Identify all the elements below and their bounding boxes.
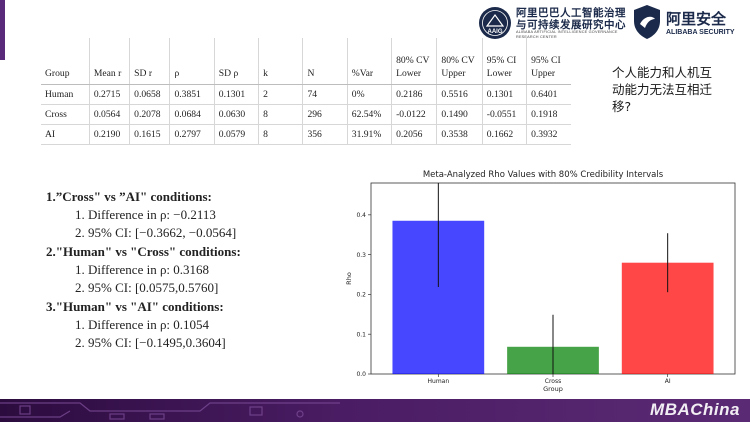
table-cell: 0.2186 (391, 84, 438, 105)
aaig-en-line1: ALIBABA ARTIFICIAL INTELLIGENCE GOVERNAN… (516, 30, 618, 34)
table-row: AI 0.2190 0.1615 0.2797 0.0579 8 356 31.… (41, 124, 571, 145)
y-axis-label: Rho (345, 272, 353, 285)
pairwise-comparisons: 1.”Cross" vs ”AI" conditions: 1. Differe… (46, 187, 346, 352)
table-cell: 356 (302, 124, 348, 145)
table-cell: 8 (258, 104, 304, 125)
aaig-cn-line2: 与可持续发展研究中心 (516, 19, 626, 31)
table-cell: 0.2190 (89, 124, 131, 145)
transfer-question: 个人能力和人机互动能力无法互相迁移? (612, 65, 713, 114)
comparison-item: 2. 95% CI: [−0.3662, −0.0564] (75, 225, 237, 240)
table-cell: 0.0579 (214, 124, 260, 145)
column-header: 80% CV Upper (436, 38, 483, 85)
table-cell: 0.1918 (526, 104, 571, 125)
comparison-item: 1. Difference in ρ: 0.1054 (75, 317, 210, 332)
y-tick-label: 0.4 (356, 212, 366, 219)
x-tick-label: AI (665, 378, 671, 385)
table-cell: 74 (302, 84, 348, 105)
table-cell: AI (41, 124, 90, 145)
table-cell: 0.3851 (169, 84, 215, 105)
aaig-badge-text: AAIG (488, 29, 503, 35)
security-cn-name: 阿里安全 (666, 10, 727, 28)
comparison-item: 1. Difference in ρ: 0.3168 (75, 262, 210, 277)
chart-title: Meta-Analyzed Rho Values with 80% Credib… (423, 170, 664, 180)
aaig-badge-icon: AAIG (479, 7, 511, 39)
table-cell: 0.0684 (169, 104, 215, 125)
table-cell: 0.2056 (391, 124, 438, 145)
chart-marks: 0.0 0.1 0.2 0.3 0.4 Human Cross AI (356, 182, 736, 385)
table-cell: 0.0564 (89, 104, 131, 125)
y-tick-label: 0.2 (356, 292, 366, 299)
column-header: %Var (347, 38, 393, 85)
table-header-row: Group Mean r SD r ρ SD ρ k N %Var 80% CV… (41, 38, 571, 85)
table-cell: 0.3538 (436, 124, 483, 145)
comparison-item: 2. 95% CI: [0.0575,0.5760] (75, 280, 219, 295)
table-cell: 0.1490 (436, 104, 483, 125)
table-cell: 0.0630 (214, 104, 260, 125)
column-header: SD ρ (214, 38, 260, 85)
table-cell: 0% (347, 84, 393, 105)
footer-bar (0, 399, 750, 422)
meta-analysis-table: Group Mean r SD r ρ SD ρ k N %Var 80% CV… (41, 38, 571, 145)
y-tick-label: 0.3 (356, 252, 366, 259)
comparison-item: 2. 95% CI: [−0.1495,0.3604] (75, 335, 226, 350)
table-cell: 0.1662 (482, 124, 528, 145)
column-header: k (258, 38, 304, 85)
aaig-logo: AAIG 阿里巴巴人工智能治理 与可持续发展研究中心 ALIBABA ARTIF… (478, 4, 628, 42)
aaig-cn-line1: 阿里巴巴人工智能治理 (516, 7, 626, 19)
x-axis-label: Group (543, 385, 563, 393)
table-cell: 2 (258, 84, 304, 105)
table-cell: 0.6401 (526, 84, 571, 105)
rho-bar-chart: Meta-Analyzed Rho Values with 80% Credib… (343, 163, 743, 395)
comparison-title: 2."Human" vs "Cross" conditions: (46, 244, 241, 259)
table-cell: -0.0122 (391, 104, 438, 125)
comparison-title: 1.”Cross" vs ”AI" conditions: (46, 189, 212, 204)
security-en-name: ALIBABA SECURITY (666, 29, 735, 36)
alibaba-security-logo: 阿里安全 ALIBABA SECURITY (632, 4, 748, 42)
comparison-item: 1. Difference in ρ: −0.2113 (75, 207, 216, 222)
table-cell: 0.2078 (129, 104, 171, 125)
table-cell: 0.1301 (214, 84, 260, 105)
table-cell: Cross (41, 104, 90, 125)
column-header: Mean r (89, 38, 131, 85)
x-tick-label: Human (428, 378, 450, 385)
column-header: SD r (129, 38, 171, 85)
left-accent-bar (0, 0, 5, 60)
table-cell: 0.0658 (129, 84, 171, 105)
column-header: 95% CI Lower (482, 38, 528, 85)
table-cell: 0.5516 (436, 84, 483, 105)
table-cell: 8 (258, 124, 304, 145)
table-cell: 62.54% (347, 104, 393, 125)
column-header: 80% CV Lower (391, 38, 438, 85)
watermark-text: MBAChina (650, 400, 740, 419)
table-row: Human 0.2715 0.0658 0.3851 0.1301 2 74 0… (41, 84, 571, 105)
comparison-title: 3."Human" vs "AI" conditions: (46, 299, 224, 314)
chart-svg: Meta-Analyzed Rho Values with 80% Credib… (345, 170, 736, 393)
y-tick-label: 0.1 (356, 331, 366, 338)
y-tick-label: 0.0 (356, 371, 366, 378)
x-tick-label: Cross (545, 378, 561, 385)
table-cell: 0.1615 (129, 124, 171, 145)
column-header: Group (41, 38, 90, 85)
column-header: N (302, 38, 348, 85)
table-cell: Human (41, 84, 90, 105)
table-cell: -0.0551 (482, 104, 528, 125)
column-header: ρ (169, 38, 215, 85)
column-header: 95% CI Upper (526, 38, 571, 85)
table-cell: 0.2715 (89, 84, 131, 105)
table-cell: 0.2797 (169, 124, 215, 145)
table-cell: 31.91% (347, 124, 393, 145)
aaig-en-line2: RESEARCH CENTER (516, 35, 557, 39)
table-cell: 0.1301 (482, 84, 528, 105)
table-cell: 296 (302, 104, 348, 125)
footer-pattern-icon (0, 402, 340, 420)
shield-icon (634, 5, 660, 39)
table-cell: 0.3932 (526, 124, 571, 145)
table-row: Cross 0.0564 0.2078 0.0684 0.0630 8 296 … (41, 104, 571, 125)
